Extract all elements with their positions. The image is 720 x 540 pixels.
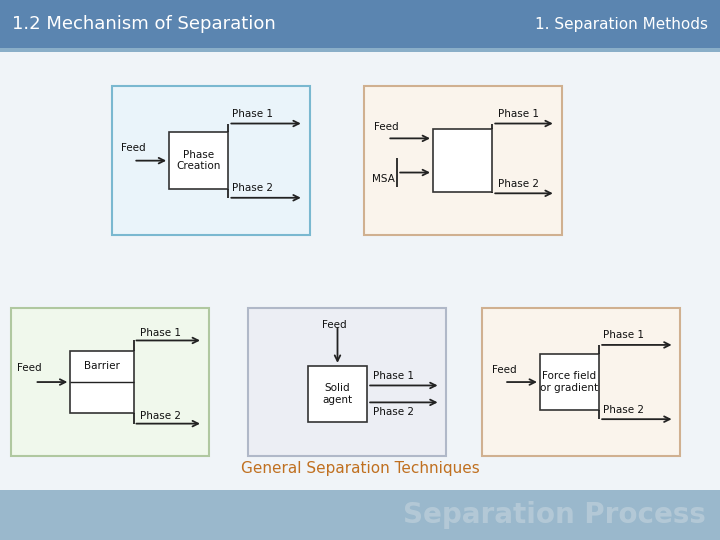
Bar: [0, 48, 720, 52]
Text: Phase 2: Phase 2: [233, 183, 274, 193]
Text: 1.2 Mechanism of Separation: 1.2 Mechanism of Separation: [12, 15, 276, 33]
Text: Feed: Feed: [122, 143, 146, 153]
Text: Feed: Feed: [374, 123, 398, 132]
Bar: [248, 308, 446, 456]
Text: Phase 1: Phase 1: [603, 330, 644, 341]
Text: Force field
or gradient: Force field or gradient: [541, 372, 598, 393]
Text: General Separation Techniques: General Separation Techniques: [240, 461, 480, 476]
Text: Phase 2: Phase 2: [140, 410, 181, 421]
Bar: [112, 86, 310, 235]
Text: Phase 1: Phase 1: [140, 327, 181, 338]
Text: Separation Process: Separation Process: [403, 501, 706, 529]
Bar: [11, 308, 209, 456]
Text: Phase 1: Phase 1: [373, 371, 414, 381]
Text: Feed: Feed: [492, 364, 517, 375]
Bar: [0, 490, 720, 540]
Text: 1. Separation Methods: 1. Separation Methods: [535, 17, 708, 31]
Text: Phase 1: Phase 1: [233, 109, 274, 119]
Bar: [540, 354, 599, 410]
Text: Phase 2: Phase 2: [498, 179, 539, 189]
Bar: [308, 366, 367, 422]
Bar: [0, 0, 720, 48]
Text: Phase 2: Phase 2: [373, 407, 414, 417]
Bar: [364, 86, 562, 235]
Text: Phase
Creation: Phase Creation: [176, 150, 221, 172]
Bar: [169, 132, 228, 189]
Bar: [71, 351, 134, 413]
Text: Phase 2: Phase 2: [603, 404, 644, 415]
Bar: [433, 130, 492, 192]
Text: Feed: Feed: [17, 363, 41, 373]
Bar: [482, 308, 680, 456]
Text: Feed: Feed: [322, 320, 346, 330]
Text: Barrier: Barrier: [84, 361, 120, 372]
Text: Solid
agent: Solid agent: [323, 383, 353, 405]
Text: Phase 1: Phase 1: [498, 109, 539, 119]
Text: MSA: MSA: [372, 174, 395, 185]
